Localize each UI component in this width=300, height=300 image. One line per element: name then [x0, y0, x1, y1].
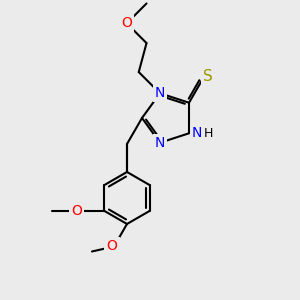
Text: O: O — [121, 16, 132, 30]
Text: N: N — [155, 136, 165, 150]
Text: N: N — [155, 86, 165, 100]
Text: O: O — [71, 204, 82, 218]
Text: S: S — [203, 69, 213, 84]
Text: O: O — [106, 239, 117, 254]
Text: H: H — [203, 127, 213, 140]
Text: N: N — [192, 126, 202, 140]
